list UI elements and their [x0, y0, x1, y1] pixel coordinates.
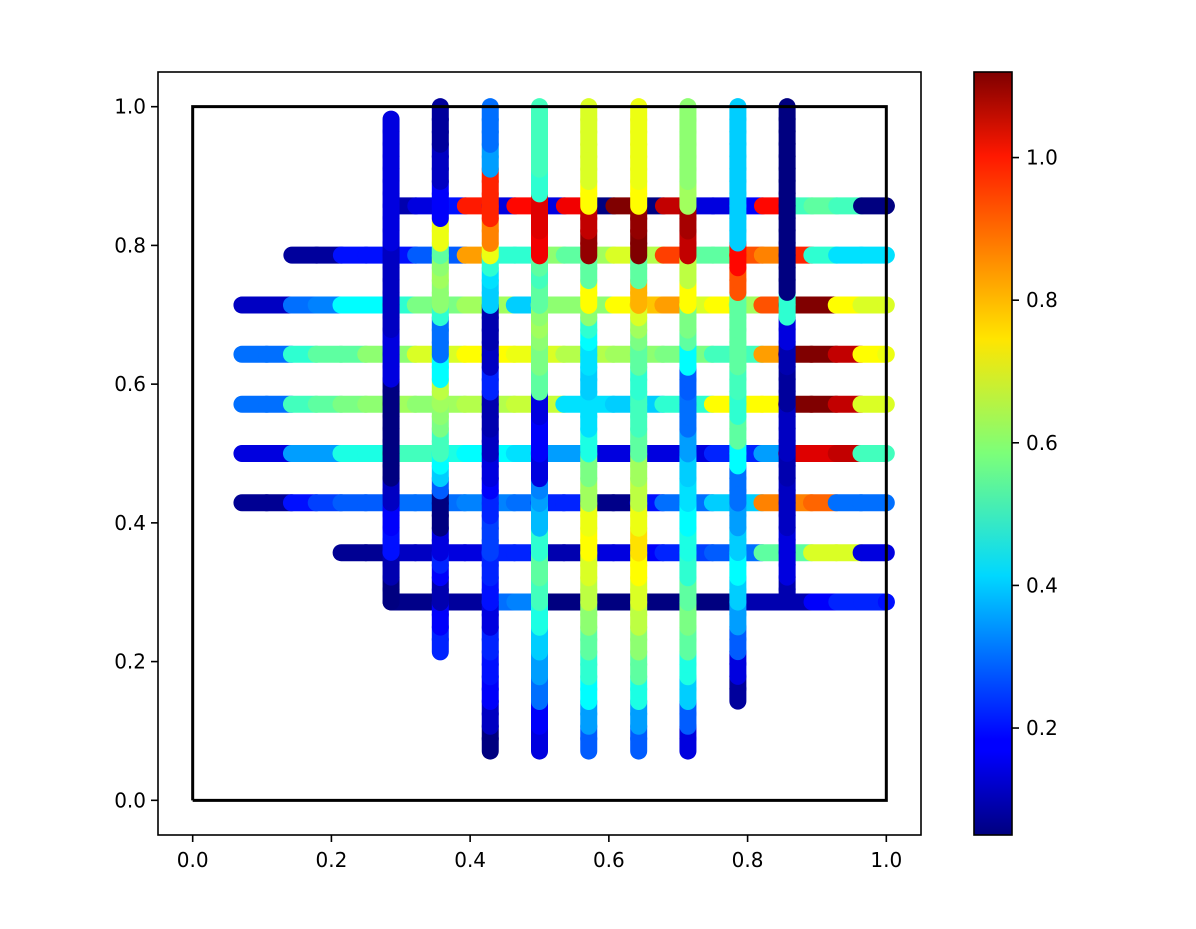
x-tick-label-5: 1.0: [870, 848, 902, 872]
colorbar-tick-label-4: 1.0: [1026, 146, 1058, 170]
y-tick-label-0: 0.0: [114, 788, 146, 812]
x-axis: 0.0 0.2 0.4 0.6 0.8 1.0: [177, 835, 902, 872]
y-tick-label-1: 0.2: [114, 650, 146, 674]
y-tick-label-3: 0.6: [114, 372, 146, 396]
colorbar-gradient: [974, 72, 1012, 835]
colorbar-tick-label-3: 0.8: [1026, 288, 1058, 312]
x-tick-label-1: 0.2: [316, 848, 348, 872]
y-tick-label-5: 1.0: [114, 95, 146, 119]
y-tick-label-4: 0.8: [114, 233, 146, 257]
colorbar-tick-label-2: 0.6: [1026, 431, 1058, 455]
colorbar: 0.2 0.4 0.6 0.8 1.0: [973, 71, 1058, 836]
x-tick-label-2: 0.4: [454, 848, 486, 872]
plot-area-frame: [157, 71, 922, 836]
x-tick-label-0: 0.0: [177, 848, 209, 872]
y-axis: 0.0 0.2 0.4 0.6 0.8 1.0: [114, 95, 158, 812]
x-tick-label-3: 0.6: [593, 848, 625, 872]
x-tick-label-4: 0.8: [732, 848, 764, 872]
y-tick-label-2: 0.4: [114, 511, 146, 535]
colorbar-frame: [973, 71, 1013, 836]
colorbar-tick-label-0: 0.2: [1026, 716, 1058, 740]
colorbar-tick-label-1: 0.4: [1026, 573, 1058, 597]
colorbar-ticks: 0.2 0.4 0.6 0.8 1.0: [1012, 146, 1058, 740]
boundary-square: [191, 105, 888, 802]
line-segments: [233, 98, 895, 760]
